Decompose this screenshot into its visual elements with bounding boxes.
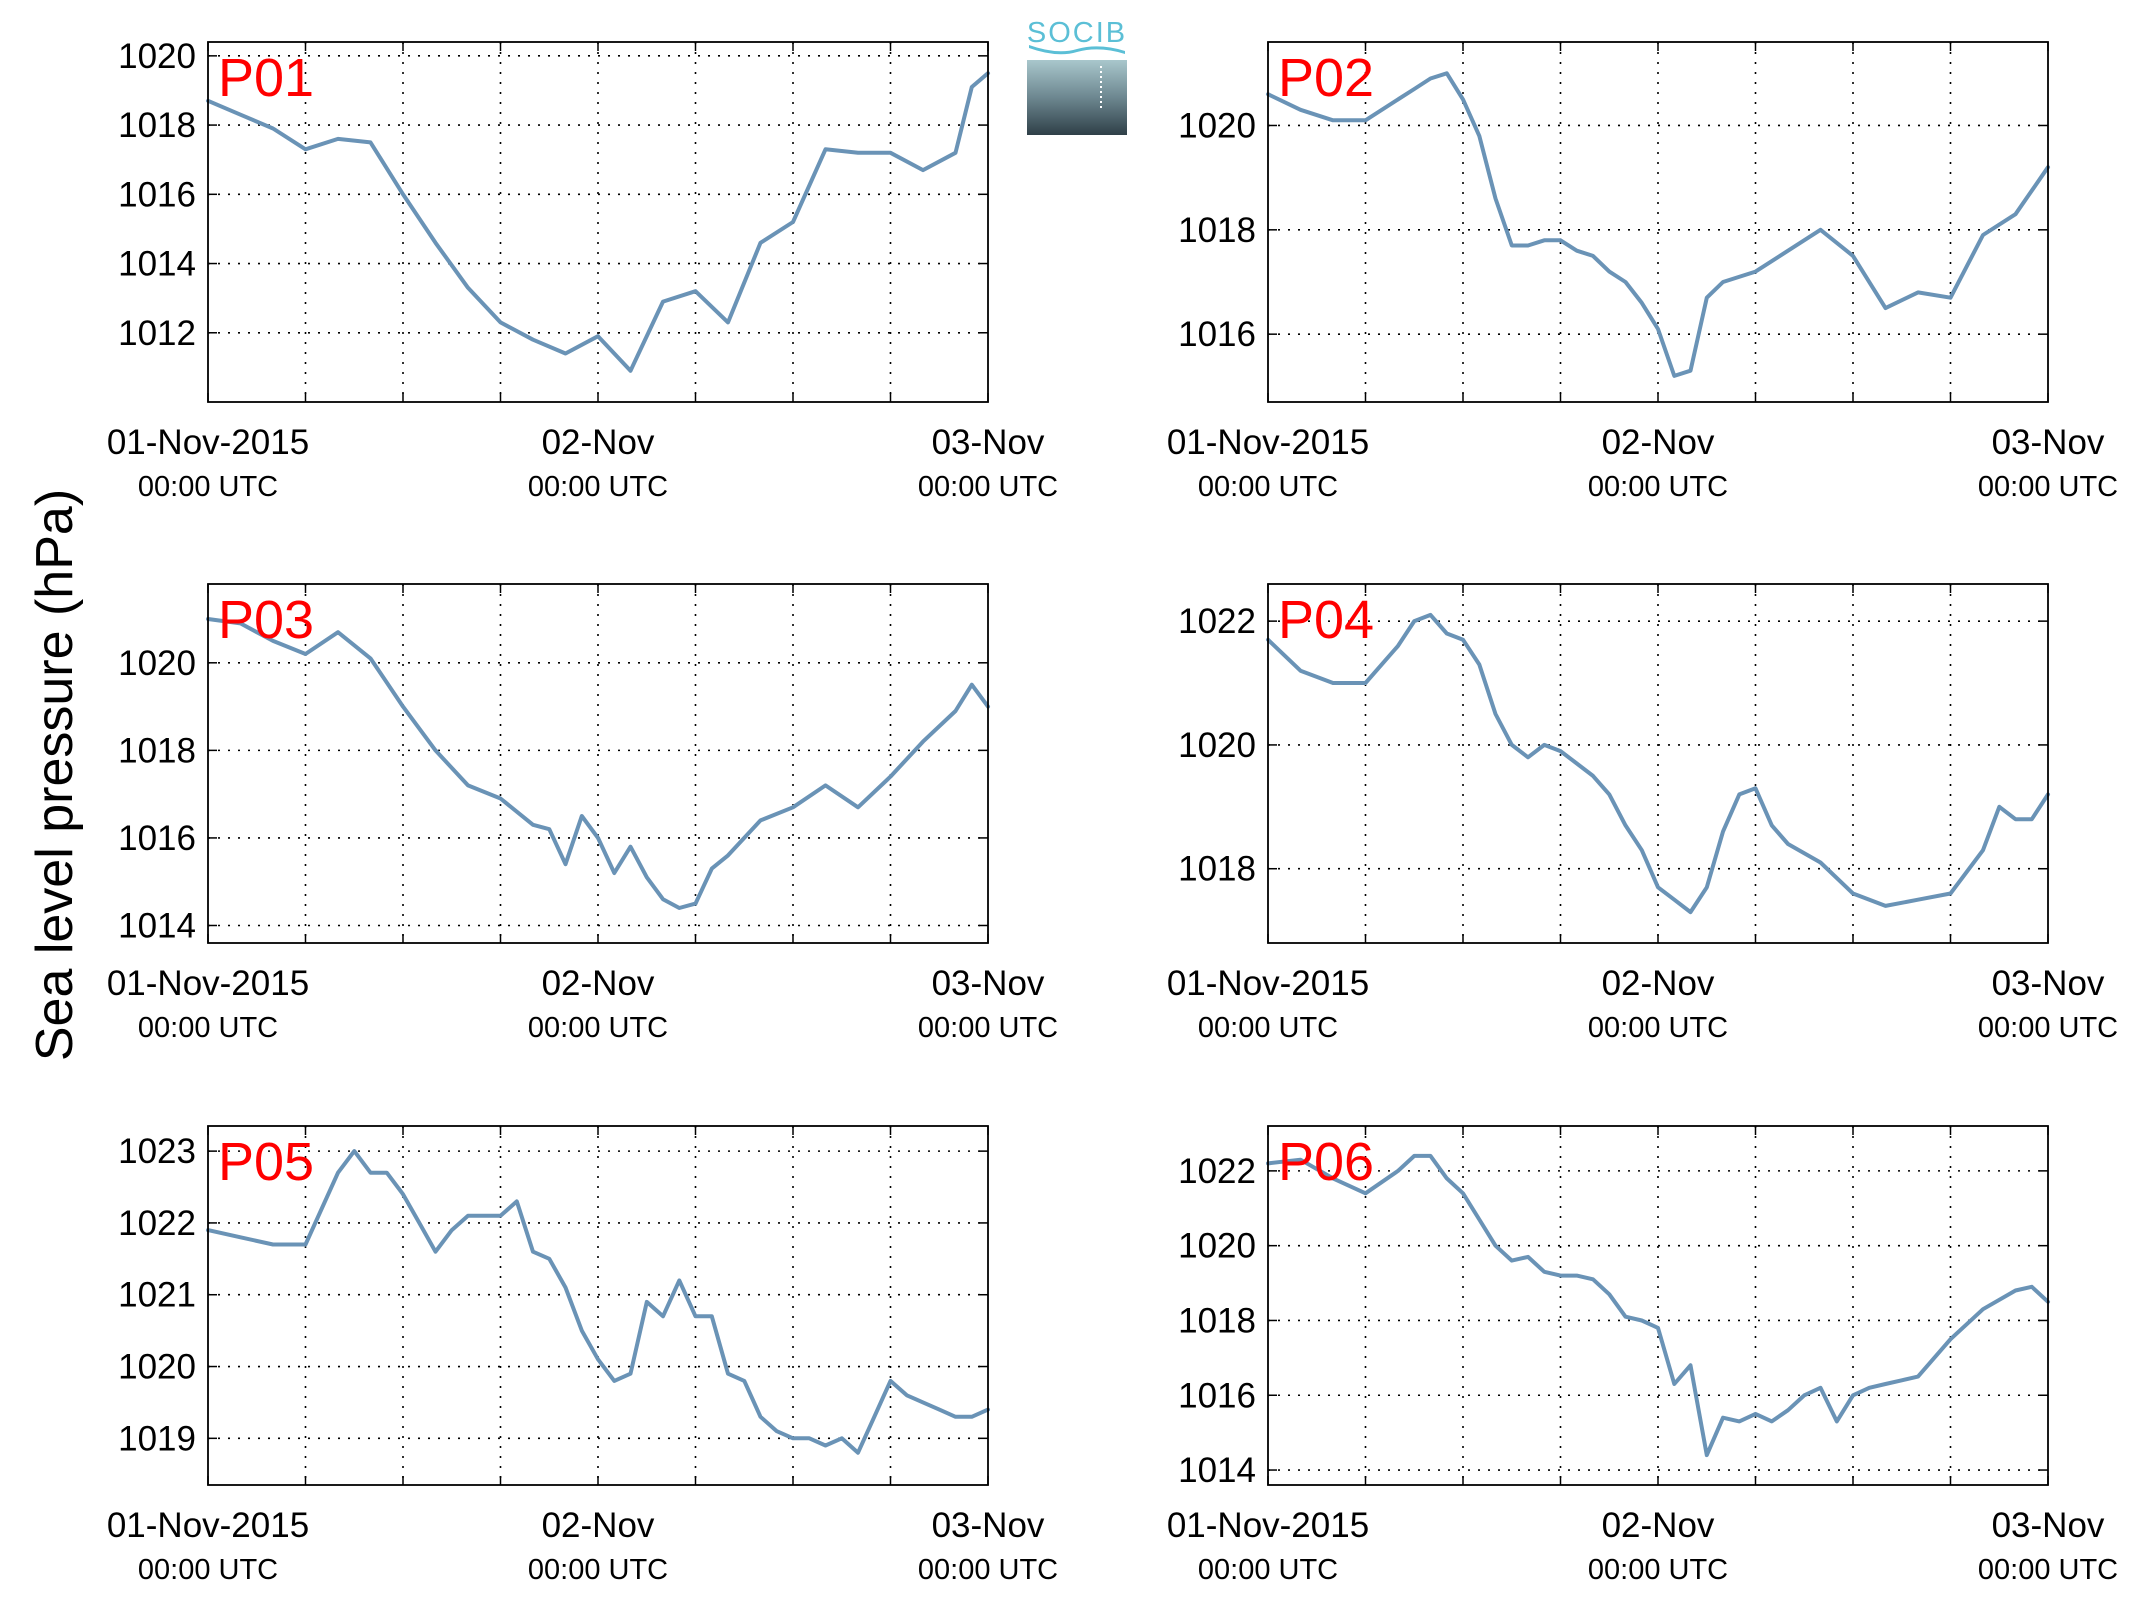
x-tick-sublabel: 00:00 UTC: [918, 1012, 1058, 1044]
x-tick-sublabel: 00:00 UTC: [138, 471, 278, 503]
x-tick-label: 01-Nov-2015: [107, 1506, 309, 1545]
chart-panel-p06: 1014 1016 1018 1020 1022 01-Nov-2015 00:00 UTC…: [1167, 1125, 2118, 1586]
y-tick-label: 1018: [1178, 211, 1256, 250]
chart-panel-p05: 1019 1020 1021 1022 1023 01-Nov-2015 00:00 UTC…: [107, 1125, 1058, 1586]
x-tick-label: 03-Nov: [932, 1506, 1045, 1545]
y-tick-label: 1016: [1178, 315, 1256, 354]
plot-frame: [207, 583, 989, 944]
panel-label: P05: [218, 1132, 314, 1192]
y-tick-label: 1018: [118, 731, 196, 770]
y-tick-label: 1020: [1178, 1227, 1256, 1266]
x-tick-label: 02-Nov: [542, 1506, 655, 1545]
x-tick-sublabel: 00:00 UTC: [1588, 1554, 1728, 1586]
y-axis-label: Sea level pressure (hPa): [26, 489, 84, 1061]
y-tick-label: 1023: [118, 1132, 196, 1171]
y-tick-label: 1016: [118, 819, 196, 858]
x-tick-label: 03-Nov: [932, 964, 1045, 1003]
x-tick-label: 03-Nov: [1992, 1506, 2105, 1545]
x-tick-label: 02-Nov: [1602, 964, 1715, 1003]
x-tick-label: 02-Nov: [542, 423, 655, 462]
panel-label: P06: [1278, 1132, 1374, 1192]
x-tick-label: 01-Nov-2015: [107, 964, 309, 1003]
y-tick-label: 1018: [1178, 1301, 1256, 1340]
panel-label: P02: [1278, 48, 1374, 108]
y-tick-label: 1020: [118, 37, 196, 76]
x-tick-sublabel: 00:00 UTC: [1978, 471, 2118, 503]
x-tick-label: 03-Nov: [1992, 423, 2105, 462]
x-tick-sublabel: 00:00 UTC: [1588, 471, 1728, 503]
plot-frame: [1267, 1125, 2049, 1486]
chart-panels: 1012 1014 1016 1018 1020 01-Nov-2015 00:00 UTC…: [107, 37, 2118, 1586]
x-tick-sublabel: 00:00 UTC: [528, 1012, 668, 1044]
chart-panel-p02: 1016 1018 1020 01-Nov-2015 00:00 UTC 02-Nov 00…: [1167, 41, 2118, 503]
x-tick-label: 03-Nov: [932, 423, 1045, 462]
x-tick-sublabel: 00:00 UTC: [1198, 1554, 1338, 1586]
x-tick-label: 02-Nov: [1602, 423, 1715, 462]
panel-label: P01: [218, 48, 314, 108]
chart-panel-p04: 1018 1020 1022 01-Nov-2015 00:00 UTC 02-Nov 00…: [1167, 583, 2118, 1044]
plot-frame: [207, 1125, 989, 1486]
x-tick-sublabel: 00:00 UTC: [1588, 1012, 1728, 1044]
panel-label: P03: [218, 590, 314, 650]
x-tick-label: 01-Nov-2015: [1167, 1506, 1369, 1545]
x-tick-label: 01-Nov-2015: [1167, 964, 1369, 1003]
x-tick-label: 02-Nov: [1602, 1506, 1715, 1545]
y-tick-label: 1021: [118, 1276, 196, 1315]
x-tick-label: 01-Nov-2015: [1167, 423, 1369, 462]
y-tick-label: 1022: [118, 1204, 196, 1243]
panel-label: P04: [1278, 590, 1374, 650]
x-tick-label: 03-Nov: [1992, 964, 2105, 1003]
x-tick-sublabel: 00:00 UTC: [1978, 1554, 2118, 1586]
x-tick-sublabel: 00:00 UTC: [1978, 1012, 2118, 1044]
y-tick-label: 1014: [118, 906, 196, 945]
series-line-p02: [1266, 71, 2050, 378]
y-tick-label: 1014: [118, 245, 196, 284]
chart-panel-p01: 1012 1014 1016 1018 1020 01-Nov-2015 00:00 UTC…: [107, 37, 1058, 503]
series-line-p04: [1266, 612, 2050, 915]
y-tick-label: 1016: [118, 175, 196, 214]
x-tick-sublabel: 00:00 UTC: [918, 471, 1058, 503]
plot-frame: [207, 41, 989, 403]
y-tick-label: 1012: [118, 314, 196, 353]
logo-wave-icon: [1029, 45, 1125, 55]
logo-text: SOCIB: [1027, 17, 1127, 49]
chart-panel-p03: 1014 1016 1018 1020 01-Nov-2015 00:00 UTC 02-N…: [107, 583, 1058, 1044]
series-line-p03: [206, 617, 990, 910]
plot-frame: [1267, 583, 2049, 944]
y-tick-label: 1016: [1178, 1376, 1256, 1415]
x-tick-sublabel: 00:00 UTC: [1198, 1012, 1338, 1044]
logo-block-icon: [1027, 60, 1127, 135]
y-tick-label: 1020: [118, 644, 196, 683]
x-tick-sublabel: 00:00 UTC: [1198, 471, 1338, 503]
y-tick-label: 1020: [1178, 106, 1256, 145]
x-tick-sublabel: 00:00 UTC: [918, 1554, 1058, 1586]
plot-frame: [1267, 41, 2049, 403]
x-tick-sublabel: 00:00 UTC: [528, 1554, 668, 1586]
y-tick-label: 1014: [1178, 1451, 1256, 1490]
y-tick-label: 1022: [1178, 1152, 1256, 1191]
y-tick-label: 1019: [118, 1419, 196, 1458]
x-tick-label: 02-Nov: [542, 964, 655, 1003]
x-tick-label: 01-Nov-2015: [107, 423, 309, 462]
y-tick-label: 1018: [118, 106, 196, 145]
x-tick-sublabel: 00:00 UTC: [138, 1012, 278, 1044]
y-tick-label: 1018: [1178, 850, 1256, 889]
series-line-p01: [206, 71, 990, 373]
y-tick-label: 1022: [1178, 602, 1256, 641]
series-line-p05: [206, 1149, 990, 1455]
x-tick-sublabel: 00:00 UTC: [138, 1554, 278, 1586]
socib-logo: SOCIB: [1027, 17, 1127, 135]
y-tick-label: 1020: [118, 1348, 196, 1387]
x-tick-sublabel: 00:00 UTC: [528, 471, 668, 503]
y-tick-label: 1020: [1178, 726, 1256, 765]
series-line-p06: [1266, 1153, 2050, 1458]
